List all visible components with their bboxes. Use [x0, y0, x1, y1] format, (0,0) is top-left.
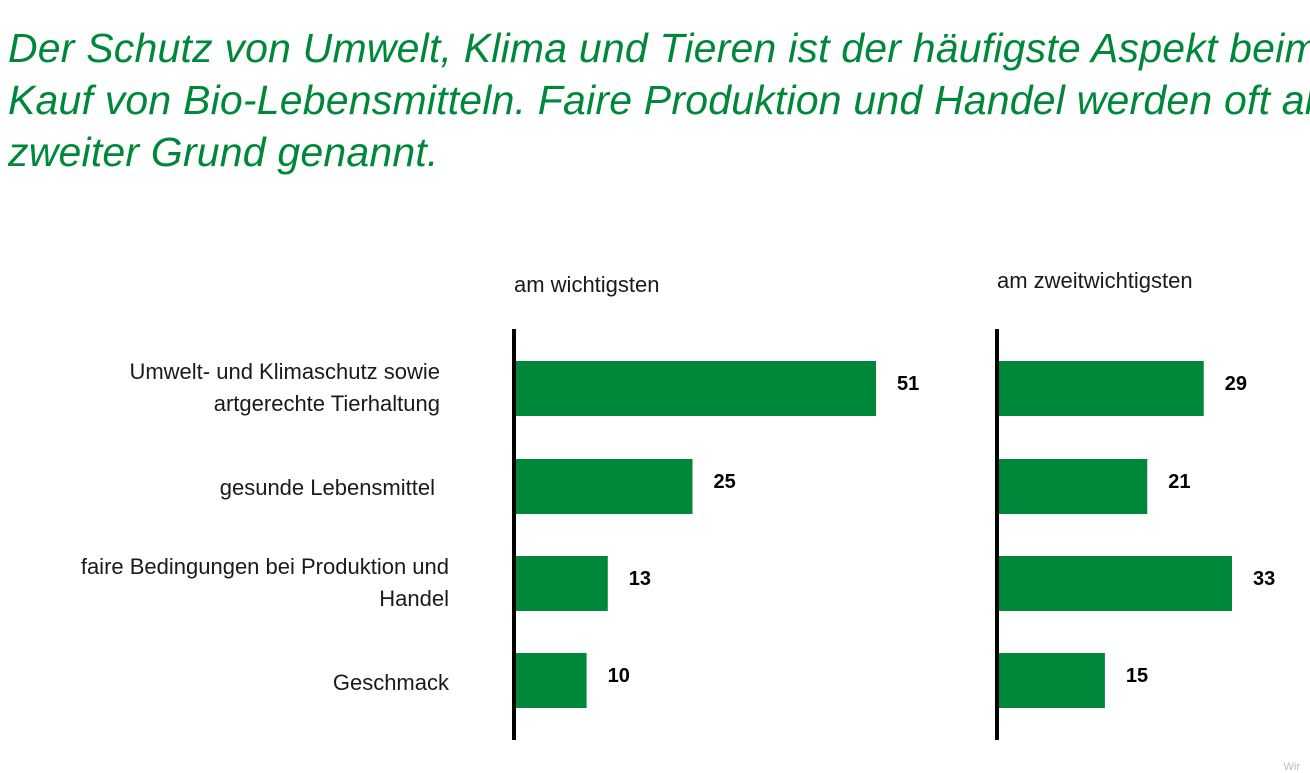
bar-1-0: [999, 361, 1204, 416]
data-label-1-3: 15: [1126, 665, 1148, 687]
data-label-1-0: 29: [1225, 373, 1247, 395]
bar-1-3: [999, 653, 1105, 708]
bar-0-1: [516, 459, 693, 514]
bar-1-2: [999, 556, 1232, 611]
data-label-0-1: 25: [714, 471, 736, 493]
bar-1-1: [999, 459, 1148, 514]
data-label-1-1: 21: [1168, 471, 1190, 493]
bar-0-2: [516, 556, 608, 611]
category-label-1: gesunde Lebensmittel: [219, 475, 435, 500]
watermark-text: Wir: [1283, 761, 1301, 773]
bar-0-0: [516, 361, 877, 416]
category-label-3: Geschmack: [332, 670, 449, 695]
data-label-1-2: 33: [1253, 568, 1275, 590]
category-label-2: faire Bedingungen bei Produktion und Han…: [80, 554, 449, 611]
headline-line-3: zweiter Grund genannt.: [8, 129, 439, 175]
headline-line-1: Der Schutz von Umwelt, Klima und Tieren …: [8, 25, 1310, 71]
data-label-0-3: 10: [608, 665, 630, 687]
data-label-0-2: 13: [629, 568, 651, 590]
series-title-1: am zweitwichtigsten: [997, 268, 1193, 293]
category-label-0: Umwelt- und Klimaschutz sowie artgerecht…: [129, 359, 440, 416]
series-title-0: am wichtigsten: [514, 272, 660, 297]
bar-0-3: [516, 653, 587, 708]
headline-line-2: Kauf von Bio-Lebensmitteln. Faire Produk…: [8, 77, 1310, 123]
headline: Der Schutz von Umwelt, Klima und Tieren …: [8, 22, 1310, 178]
data-label-0-0: 51: [897, 373, 919, 395]
